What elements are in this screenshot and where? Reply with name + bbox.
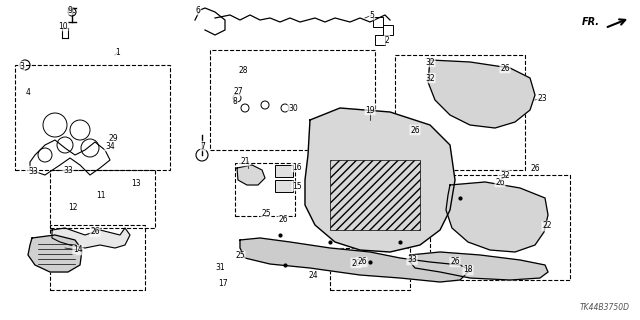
- Text: 33: 33: [63, 165, 73, 174]
- Text: 27: 27: [233, 86, 243, 95]
- Text: 6: 6: [196, 5, 200, 14]
- Text: 10: 10: [58, 21, 68, 30]
- Bar: [15, 65, 170, 170]
- Bar: [383, 25, 393, 35]
- Text: 2: 2: [385, 36, 389, 44]
- Bar: [375, 35, 385, 45]
- Text: 25: 25: [261, 209, 271, 218]
- Text: 11: 11: [96, 191, 106, 201]
- Bar: [430, 175, 570, 280]
- Text: 33: 33: [28, 166, 38, 175]
- Text: 26: 26: [450, 258, 460, 267]
- Text: 12: 12: [68, 203, 77, 212]
- Text: 30: 30: [288, 103, 298, 113]
- Bar: [330, 248, 410, 290]
- Polygon shape: [428, 60, 535, 128]
- Text: 19: 19: [365, 106, 375, 115]
- Text: 20: 20: [351, 259, 361, 268]
- Text: TK44B3750D: TK44B3750D: [580, 303, 630, 312]
- Text: 32: 32: [425, 58, 435, 67]
- Polygon shape: [410, 252, 548, 280]
- Polygon shape: [446, 182, 548, 252]
- Bar: [275, 165, 293, 177]
- Text: 34: 34: [105, 141, 115, 150]
- Text: 32: 32: [425, 74, 435, 83]
- Text: 32: 32: [500, 171, 510, 180]
- Text: 13: 13: [131, 179, 141, 188]
- Text: 7: 7: [200, 141, 205, 150]
- Text: 18: 18: [463, 266, 473, 275]
- Polygon shape: [305, 108, 455, 252]
- Text: 16: 16: [292, 163, 302, 172]
- Text: 22: 22: [542, 221, 552, 230]
- Polygon shape: [52, 228, 130, 248]
- Bar: [373, 17, 383, 27]
- Text: 17: 17: [218, 278, 228, 287]
- Text: 26: 26: [278, 215, 288, 225]
- Text: 26: 26: [500, 63, 510, 73]
- Text: 14: 14: [73, 245, 83, 254]
- Polygon shape: [237, 165, 265, 185]
- Bar: [50, 225, 145, 290]
- Bar: [235, 163, 295, 216]
- Polygon shape: [240, 238, 470, 282]
- Text: 25: 25: [235, 252, 245, 260]
- Text: 31: 31: [215, 263, 225, 273]
- Text: FR.: FR.: [582, 17, 600, 27]
- Bar: [395, 55, 525, 170]
- Bar: [330, 160, 420, 230]
- Text: 23: 23: [537, 93, 547, 102]
- Text: 26: 26: [357, 258, 367, 267]
- Polygon shape: [28, 235, 82, 272]
- Text: 9: 9: [68, 5, 72, 14]
- Bar: [275, 180, 293, 192]
- Text: 8: 8: [232, 97, 237, 106]
- Text: 3: 3: [20, 61, 24, 70]
- Text: 1: 1: [116, 47, 120, 57]
- Text: 15: 15: [292, 181, 302, 190]
- Text: 4: 4: [26, 87, 31, 97]
- Text: 26: 26: [410, 125, 420, 134]
- Text: 5: 5: [369, 11, 374, 20]
- Text: 28: 28: [238, 66, 248, 75]
- Text: 26: 26: [90, 228, 100, 236]
- Text: 29: 29: [108, 133, 118, 142]
- Text: 26: 26: [495, 178, 505, 187]
- Bar: [210, 50, 375, 150]
- Text: 21: 21: [240, 156, 250, 165]
- Bar: [50, 170, 155, 228]
- Text: 33: 33: [407, 255, 417, 265]
- Text: 26: 26: [530, 164, 540, 172]
- Text: 24: 24: [308, 271, 318, 281]
